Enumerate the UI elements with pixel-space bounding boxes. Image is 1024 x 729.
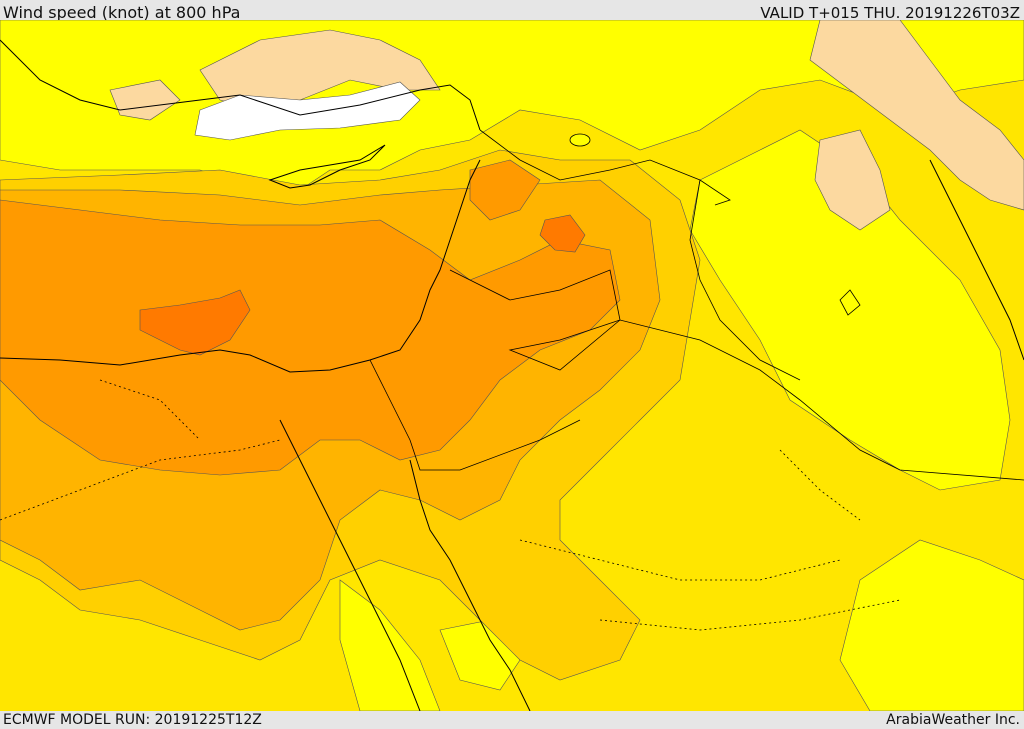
credit-label: ArabiaWeather Inc. [886,712,1020,728]
contour-white-anatolia [194,81,421,141]
contour-orange-main [0,199,621,476]
border-arabia-north [449,269,1024,481]
contour-tan-small-west [109,79,181,121]
footer-bar [0,711,1024,729]
contour-dark-orange-core [139,289,251,356]
contour-tan-iraq [814,129,891,231]
wind-speed-map [0,20,1024,711]
persian-gulf-coast [929,159,1024,361]
contour-orange-levant [469,159,541,221]
lake-shape [569,133,591,147]
island-small [839,289,861,316]
red-sea-coast-west [279,419,421,711]
contour-tan-iran [809,20,1024,211]
border-iraq [689,179,801,381]
border-egypt-east [369,359,581,471]
cyprus-outline [268,144,386,189]
map-title: Wind speed (knot) at 800 hPa [3,3,241,22]
dotted-internal-borders [0,379,901,631]
coastline-turkey [0,39,481,131]
red-sea-coast-east [409,459,531,711]
border-levant [479,129,731,206]
contour-bright-yellow-redsea [339,579,441,711]
contour-dark-orange-syria [539,214,586,253]
header-bar [0,0,1024,20]
contour-bright-yellow-south [839,539,1024,711]
valid-time: VALID T+015 THU. 20191226T03Z [760,4,1020,22]
model-run-label: ECMWF MODEL RUN: 20191225T12Z [3,712,262,728]
